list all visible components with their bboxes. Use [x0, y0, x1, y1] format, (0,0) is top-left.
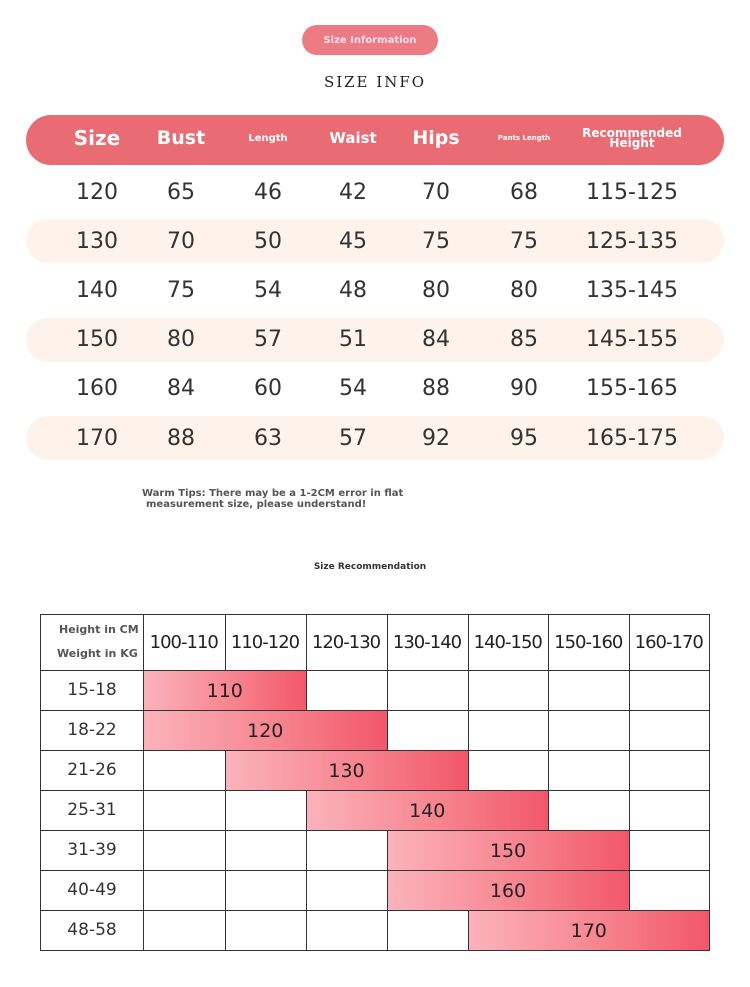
- height-header: 160-170: [634, 632, 704, 653]
- cell: 75: [422, 228, 450, 254]
- cell: 70: [167, 228, 195, 254]
- size-bar: 160: [387, 871, 629, 910]
- cell: 145-155: [586, 327, 678, 353]
- column-header: Length: [248, 132, 288, 144]
- grid-line: [224, 615, 226, 950]
- column-header: Hips: [412, 127, 460, 149]
- cell: 95: [510, 425, 538, 451]
- weight-label: 21-26: [67, 760, 117, 780]
- cell: 51: [339, 327, 367, 353]
- height-header: 130-140: [392, 632, 462, 653]
- recommendation-title: Size Recommendation: [313, 562, 427, 572]
- cell: 80: [510, 277, 538, 303]
- grid-line: [41, 790, 709, 791]
- grid-line: [41, 870, 709, 871]
- title: SIZE INFO: [323, 73, 427, 91]
- grid-line: [41, 670, 709, 671]
- cell: 80: [167, 327, 195, 353]
- height-header: 140-150: [473, 632, 543, 653]
- height-header: 100-110: [149, 632, 219, 653]
- grid-line: [143, 615, 144, 950]
- row-stripe: [26, 317, 724, 362]
- cell: 88: [167, 425, 195, 451]
- grid-line: [628, 615, 630, 950]
- corner-cell: Height in CM Weight in KG: [47, 621, 139, 667]
- cell: 140: [76, 277, 118, 303]
- height-header: 110-120: [230, 632, 300, 653]
- size-bar: 110: [144, 671, 306, 710]
- size-bar: 150: [387, 831, 629, 870]
- cell: 88: [422, 376, 450, 402]
- cell: 57: [254, 327, 282, 353]
- grid-line: [41, 750, 709, 751]
- cell: 54: [254, 277, 282, 303]
- height-header: 150-160: [554, 632, 623, 653]
- cell: 46: [254, 179, 282, 205]
- cell: 120: [76, 179, 118, 205]
- grid-line: [41, 910, 709, 911]
- weight-label: 15-18: [67, 680, 117, 700]
- tip-line: Warm Tips: There may be a 1-2CM error in…: [142, 488, 404, 499]
- cell: 45: [339, 228, 367, 254]
- column-header: Bust: [156, 127, 206, 149]
- badge: Size Information: [302, 25, 438, 55]
- cell: 80: [422, 277, 450, 303]
- row-stripe: [26, 416, 724, 460]
- cell: 60: [254, 376, 282, 402]
- cell: 50: [254, 228, 282, 254]
- tip-line: measurement size, please understand!: [146, 499, 367, 510]
- cell: 170: [76, 425, 118, 451]
- cell: 54: [339, 376, 367, 402]
- cell: 65: [167, 179, 195, 205]
- cell: 92: [422, 425, 450, 451]
- weight-label: 25-31: [67, 800, 117, 820]
- column-header: Waist: [329, 129, 377, 147]
- size-bar: 130: [225, 751, 468, 790]
- cell: 42: [339, 179, 367, 205]
- cell: 115-125: [586, 179, 678, 205]
- cell: 135-145: [586, 277, 678, 303]
- cell: 70: [422, 179, 450, 205]
- cell: 130: [76, 228, 118, 254]
- cell: 125-135: [586, 228, 678, 254]
- cell: 75: [510, 228, 538, 254]
- cell: 165-175: [586, 425, 678, 451]
- cell: 155-165: [586, 376, 678, 402]
- size-bar: 120: [144, 711, 387, 750]
- tip: Warm Tips: There may be a 1-2CM error in…: [142, 488, 403, 510]
- height-header: 120-130: [311, 632, 381, 653]
- grid-line: [41, 830, 709, 831]
- column-header: Size: [73, 126, 121, 150]
- grid-line: [548, 615, 549, 950]
- size-table: Size Bust Length Waist Hips Pants Length Recom…: [0, 0, 750, 470]
- cell: 75: [167, 277, 195, 303]
- cell: 85: [510, 327, 538, 353]
- cell: 160: [76, 376, 118, 402]
- grid-line: [467, 615, 469, 950]
- cell: 68: [510, 179, 538, 205]
- table-header-bg: [26, 115, 724, 165]
- weight-label: 18-22: [67, 720, 117, 740]
- recommendation-grid: Height in CM Weight in KG 100-110 110-120 12…: [40, 614, 710, 951]
- corner-weight: Weight in KG: [57, 647, 138, 660]
- size-bar: 170: [468, 911, 709, 950]
- cell: 84: [422, 327, 450, 353]
- grid-line: [41, 710, 709, 711]
- cell: 90: [510, 376, 538, 402]
- cell: 63: [254, 425, 282, 451]
- row-stripe: [26, 219, 724, 264]
- cell: 48: [339, 277, 367, 303]
- weight-label: 48-58: [67, 920, 117, 940]
- weight-label: 40-49: [67, 880, 117, 900]
- cell: 84: [167, 376, 195, 402]
- column-header: Pants Length: [497, 134, 551, 142]
- weight-label: 31-39: [67, 840, 117, 860]
- column-header: Recommended Height: [582, 126, 682, 150]
- size-bar: 140: [306, 791, 548, 830]
- cell: 150: [76, 327, 118, 353]
- cell: 57: [339, 425, 367, 451]
- corner-height: Height in CM: [59, 623, 139, 636]
